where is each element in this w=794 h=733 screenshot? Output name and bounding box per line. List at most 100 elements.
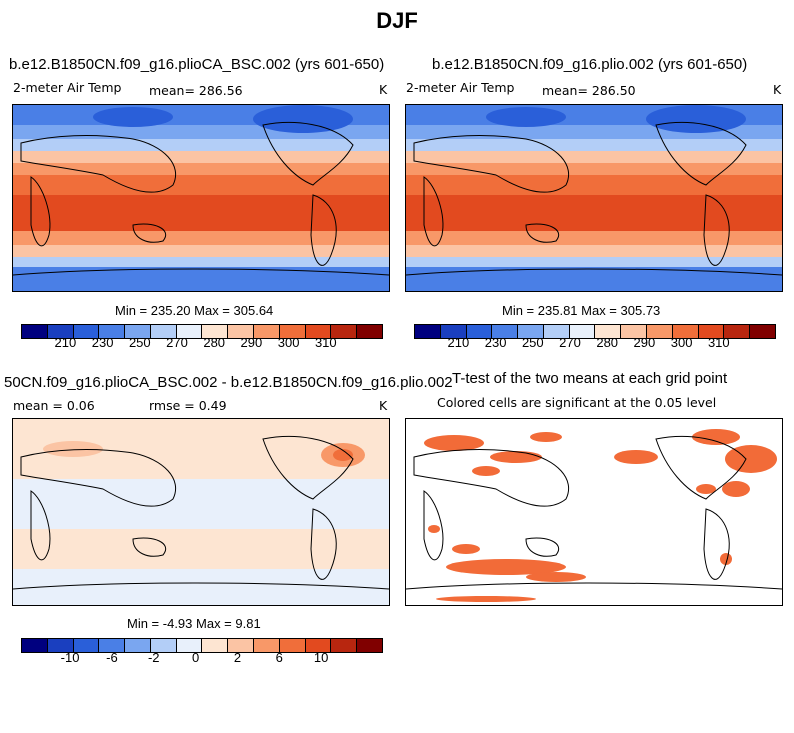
panel4-map bbox=[405, 418, 783, 606]
colorbar-swatch bbox=[466, 325, 493, 338]
colorbar-swatch bbox=[150, 325, 177, 338]
panel1-stats: Min = 235.20 Max = 305.64 bbox=[115, 303, 274, 318]
band-temperate bbox=[13, 151, 389, 163]
coast-namerica bbox=[262, 121, 354, 186]
band-antarctic bbox=[13, 267, 389, 291]
colorbar-swatch bbox=[331, 325, 358, 338]
colorbar-swatch bbox=[672, 325, 699, 338]
coast-namerica bbox=[655, 435, 747, 500]
coast-antarctica bbox=[406, 582, 782, 590]
panel3-svg bbox=[13, 419, 389, 605]
coast-eurasia bbox=[20, 449, 177, 507]
coast-australia bbox=[132, 537, 166, 557]
colorbar-tick-label: 210 bbox=[54, 335, 77, 350]
coast-samerica bbox=[703, 194, 730, 266]
sig-cell bbox=[452, 544, 480, 554]
colorbar-swatch bbox=[47, 325, 74, 338]
coast-samerica bbox=[310, 194, 337, 266]
coast-antarctica bbox=[13, 582, 389, 590]
coast-africa bbox=[423, 176, 444, 247]
colorbar-swatch bbox=[254, 639, 280, 652]
colorbar-swatch bbox=[202, 325, 229, 338]
colorbar-swatch bbox=[357, 639, 382, 652]
sig-cell bbox=[490, 451, 542, 463]
panel2-stats: Min = 235.81 Max = 305.73 bbox=[502, 303, 661, 318]
sig-cell bbox=[436, 596, 536, 602]
colorbar-tick-label: -10 bbox=[60, 650, 80, 665]
colorbar-tick-label: 300 bbox=[670, 335, 693, 350]
colorbar-swatch bbox=[73, 325, 100, 338]
colorbar-swatch bbox=[331, 639, 358, 652]
colorbar-swatch bbox=[228, 639, 255, 652]
band-temperate bbox=[406, 151, 782, 163]
colorbar-tick-label: 10 bbox=[313, 650, 329, 665]
panel2-title: b.e12.B1850CN.f09_g16.plio.002 (yrs 601-… bbox=[432, 56, 748, 73]
coast-antarctica bbox=[13, 268, 389, 276]
band-antarctic bbox=[406, 267, 782, 291]
colorbar-swatch bbox=[750, 325, 775, 338]
coast-samerica bbox=[310, 508, 337, 580]
coast-africa bbox=[30, 490, 51, 561]
panel3-rmse: rmse = 0.49 bbox=[149, 398, 227, 413]
colorbar-swatch bbox=[22, 325, 48, 338]
panel3-title: 50CN.f09_g16.plioCA_BSC.002 - b.e12.B185… bbox=[4, 374, 453, 391]
colorbar-swatch bbox=[202, 639, 229, 652]
coast-namerica bbox=[655, 121, 747, 186]
warm-anomaly-eurasia bbox=[43, 441, 103, 457]
colorbar-swatch bbox=[647, 325, 673, 338]
colorbar-swatch bbox=[595, 325, 622, 338]
panel1-colorbar-ticks: 210 230 250 270 280 290 300 310 bbox=[21, 335, 381, 351]
colorbar-swatch bbox=[569, 325, 596, 338]
band-warm-south bbox=[13, 529, 389, 569]
sig-cell bbox=[424, 435, 484, 451]
coast-eurasia bbox=[413, 449, 570, 507]
sig-cell bbox=[428, 525, 440, 533]
colorbar-swatch bbox=[279, 325, 306, 338]
band-cold bbox=[406, 139, 782, 151]
colorbar-tick-label: 6 bbox=[275, 650, 283, 665]
colorbar-swatch bbox=[150, 639, 177, 652]
coast-namerica bbox=[262, 435, 354, 500]
coast-australia bbox=[525, 537, 559, 557]
band-south-temperate bbox=[406, 245, 782, 257]
sig-cell bbox=[725, 445, 777, 473]
colorbar-swatch bbox=[415, 325, 441, 338]
significant-cells bbox=[424, 429, 777, 602]
colorbar-swatch bbox=[125, 325, 151, 338]
sig-cell bbox=[692, 429, 740, 445]
panel2-units: K bbox=[773, 82, 782, 97]
colorbar-tick-label: 310 bbox=[707, 335, 730, 350]
colorbar-tick-label: 280 bbox=[596, 335, 619, 350]
band-south-warm bbox=[13, 231, 389, 245]
colorbar-tick-label: 0 bbox=[191, 650, 200, 665]
sig-cell bbox=[526, 572, 586, 582]
colorbar-swatch bbox=[543, 325, 570, 338]
coast-eurasia bbox=[20, 135, 177, 193]
sig-cell bbox=[530, 432, 562, 442]
panel1-svg bbox=[13, 105, 389, 291]
panel1-map bbox=[12, 104, 390, 292]
panel3-units: K bbox=[379, 398, 388, 413]
coast-australia bbox=[132, 223, 166, 243]
panel1-variable: 2-meter Air Temp bbox=[13, 80, 122, 95]
cold-pole-north bbox=[253, 105, 353, 133]
colorbar-swatch bbox=[279, 639, 306, 652]
colorbar-tick-label: 230 bbox=[91, 335, 114, 350]
colorbar-tick-label: 290 bbox=[240, 335, 263, 350]
panel2-map bbox=[405, 104, 783, 292]
panel1-title: b.e12.B1850CN.f09_g16.plioCA_BSC.002 (yr… bbox=[9, 56, 385, 73]
cold-pole-siberia bbox=[486, 107, 566, 127]
band-south-warm bbox=[406, 231, 782, 245]
colorbar-swatch bbox=[176, 639, 203, 652]
panel3-colorbar-ticks: -10 -6 -2 0 2 6 10 bbox=[21, 650, 381, 666]
colorbar-swatch bbox=[73, 639, 100, 652]
panel2-mean: mean= 286.50 bbox=[542, 83, 636, 98]
band-cold bbox=[13, 139, 389, 151]
page-title: DJF bbox=[376, 8, 418, 33]
map-bg bbox=[406, 419, 782, 605]
sig-cell bbox=[720, 553, 732, 565]
colorbar-swatch bbox=[99, 639, 126, 652]
panel2-colorbar-ticks: 210 230 250 270 280 290 300 310 bbox=[414, 335, 774, 351]
panel2-variable: 2-meter Air Temp bbox=[406, 80, 515, 95]
band-warm bbox=[13, 163, 389, 175]
